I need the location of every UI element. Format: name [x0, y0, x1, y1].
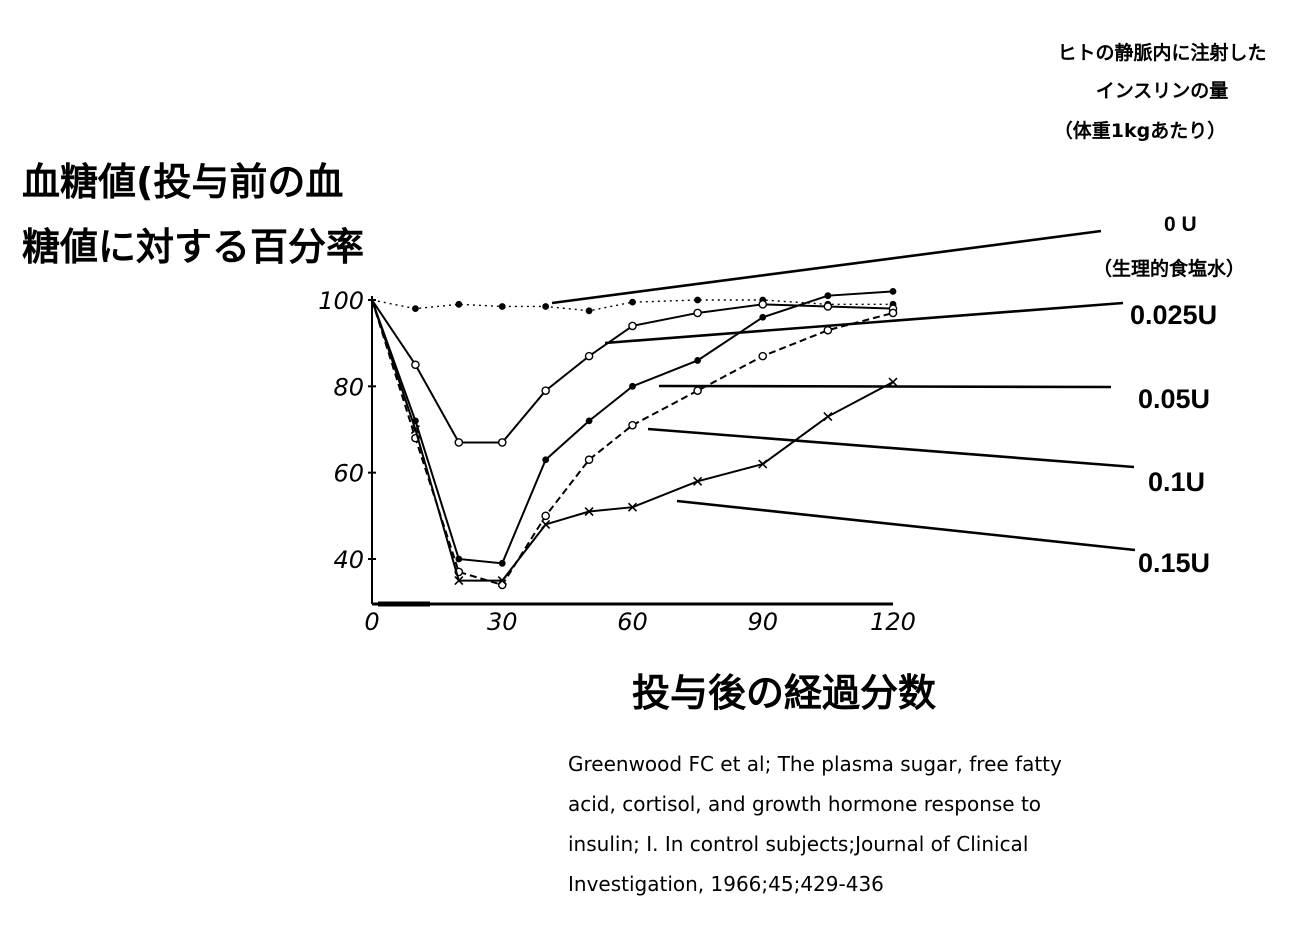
data-point — [497, 576, 507, 586]
citation-line-3: insulin; I. In control subjects;Journal … — [568, 832, 1029, 856]
legend-sublabel-0u: （生理的食塩水） — [1093, 258, 1246, 280]
citation-line-2: acid, cortisol, and growth hormone respo… — [568, 792, 1042, 816]
data-point — [693, 308, 702, 318]
data-point — [759, 313, 767, 321]
legend-label-015u: 0.15U — [1138, 548, 1211, 578]
data-point — [498, 303, 506, 310]
legend-label-0025u: 0.025U — [1130, 300, 1218, 330]
data-point — [455, 300, 463, 308]
citation: Greenwood FC et al; The plasma sugar, fr… — [568, 744, 1188, 904]
data-point — [541, 386, 550, 395]
legend-label-005u: 0.05U — [1138, 384, 1211, 414]
data-point — [824, 292, 832, 300]
data-point-stroke — [541, 519, 551, 530]
x-tick-label: 120 — [870, 608, 916, 636]
y-tick-label: 80 — [333, 373, 364, 401]
data-point — [627, 502, 638, 512]
legend-title-line-1: ヒトの静脈内に注射した — [1057, 42, 1267, 64]
data-point — [454, 576, 464, 586]
y-tick-label: 40 — [333, 546, 364, 574]
x-axis-label: 投与後の経過分数 — [632, 671, 937, 715]
chart-series — [371, 287, 898, 590]
data-point-stroke — [888, 377, 898, 387]
data-point — [823, 325, 833, 335]
data-point — [541, 511, 550, 521]
data-point — [584, 455, 594, 465]
data-point-stroke — [584, 506, 594, 517]
data-point — [823, 411, 833, 422]
data-point — [498, 559, 506, 567]
y-tick-labels: 40 60 80 100 — [318, 287, 376, 574]
data-point — [454, 438, 464, 447]
data-point — [541, 519, 551, 530]
x-tick-label: 90 — [747, 608, 778, 636]
data-point — [823, 302, 833, 311]
data-point-stroke — [627, 502, 638, 512]
leader-line-0 — [551, 229, 1102, 305]
data-point — [628, 420, 637, 430]
data-point — [629, 298, 636, 306]
series-line-0 — [371, 299, 893, 312]
data-point-stroke — [823, 411, 833, 422]
data-point — [628, 321, 637, 331]
x-tick-label: 60 — [617, 608, 648, 636]
data-point — [758, 300, 768, 309]
citation-line-4: Investigation, 1966;45;429-436 — [568, 872, 884, 896]
y-axis-label-line-1: 血糖値(投与前の血 — [22, 160, 344, 204]
data-point — [889, 287, 897, 295]
citation-line-1: Greenwood FC et al; The plasma sugar, fr… — [568, 752, 1062, 776]
y-tick-label: 60 — [333, 460, 364, 488]
data-point-stroke — [693, 476, 703, 486]
data-point — [585, 417, 593, 425]
data-point — [411, 360, 420, 370]
legend-label-01u: 0.1U — [1148, 467, 1206, 497]
data-point — [694, 296, 702, 304]
data-point — [758, 351, 768, 361]
data-point — [758, 459, 768, 469]
series-line-3 — [371, 299, 894, 587]
data-point — [629, 382, 636, 390]
legend-title-line-2: インスリンの量 — [1095, 80, 1229, 102]
y-tick-label: 100 — [318, 287, 364, 315]
leader-line-1 — [604, 301, 1124, 345]
data-point — [693, 476, 703, 486]
data-point — [542, 303, 550, 310]
data-point-stroke — [758, 459, 768, 469]
data-point — [585, 307, 593, 315]
x-tick-label: 0 — [364, 608, 379, 636]
data-point — [693, 386, 702, 395]
legend-title-line-3: （体重1kgあたり） — [1053, 120, 1227, 142]
data-point — [412, 305, 419, 313]
y-axis-label-line-2: 糖値に対する百分率 — [22, 225, 365, 269]
x-tick-label: 30 — [487, 608, 518, 636]
leader-line-4 — [676, 499, 1136, 552]
data-point — [584, 351, 594, 361]
data-point — [542, 456, 550, 464]
data-point — [584, 506, 594, 517]
leader-line-2 — [658, 384, 1112, 389]
data-point — [455, 555, 463, 563]
leader-line-3 — [647, 427, 1135, 469]
chart-axes — [371, 296, 893, 607]
data-point — [888, 308, 898, 318]
legend-leader-lines — [551, 229, 1136, 552]
data-point — [694, 357, 702, 364]
data-point — [888, 377, 898, 387]
data-point — [497, 438, 507, 447]
data-point — [410, 424, 420, 435]
legend-label-0u: 0 U — [1164, 213, 1197, 236]
x-tick-labels: 0 30 60 90 120 — [364, 608, 916, 636]
data-point-stroke — [410, 424, 420, 435]
data-point-stroke — [497, 576, 507, 586]
data-point-stroke — [454, 576, 464, 586]
